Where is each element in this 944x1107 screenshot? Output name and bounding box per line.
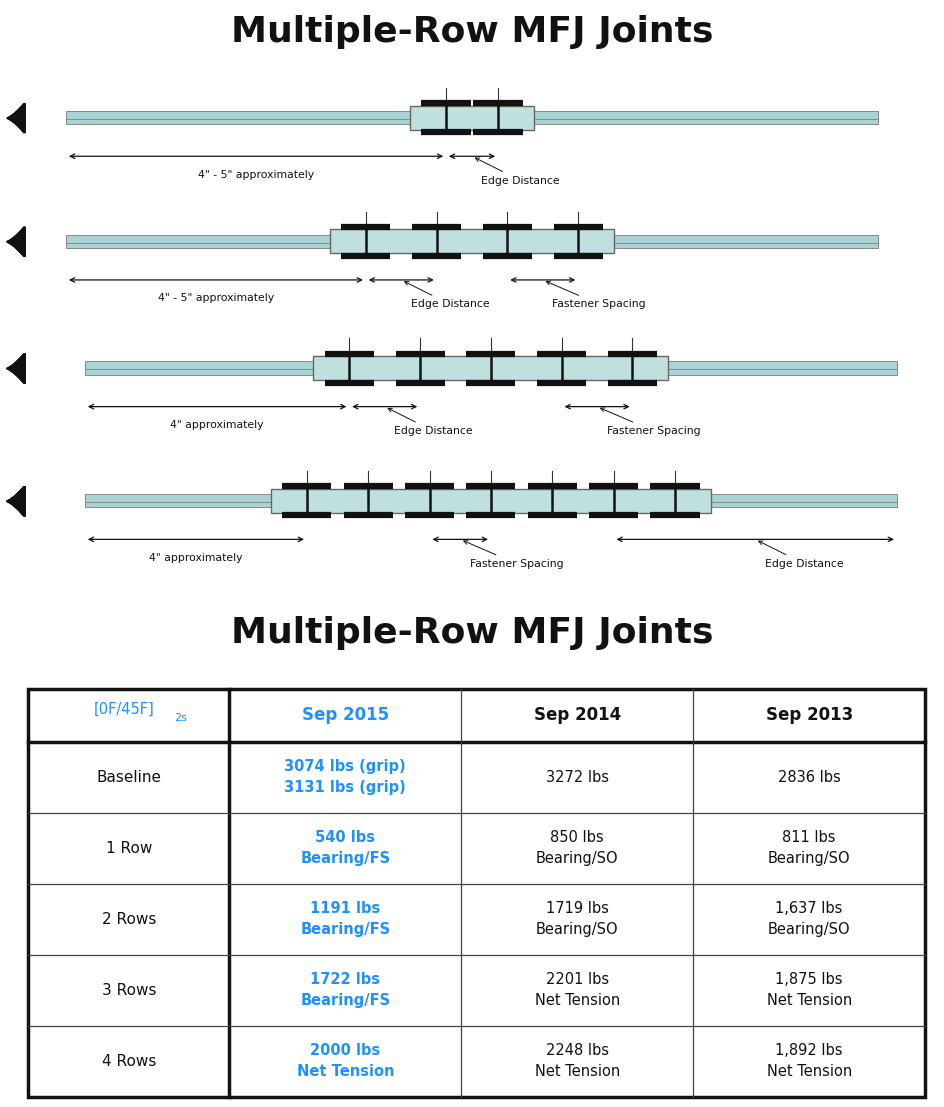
- Text: Sep 2015: Sep 2015: [302, 706, 389, 724]
- Bar: [66, 240, 878, 248]
- Text: 2248 lbs
Net Tension: 2248 lbs Net Tension: [534, 1044, 620, 1079]
- Text: Edge Distance: Edge Distance: [476, 158, 560, 186]
- Bar: [85, 494, 897, 501]
- Bar: [85, 499, 897, 507]
- Text: [0F/45F]: [0F/45F]: [93, 702, 155, 716]
- Text: 2 Rows: 2 Rows: [102, 912, 156, 927]
- Bar: [271, 488, 711, 513]
- Text: 1722 lbs
Bearing/FS: 1722 lbs Bearing/FS: [300, 972, 391, 1008]
- Text: Edge Distance: Edge Distance: [405, 281, 489, 309]
- Text: Multiple-Row MFJ Joints: Multiple-Row MFJ Joints: [230, 615, 714, 650]
- Text: 3 Rows: 3 Rows: [102, 983, 156, 997]
- Text: 1 Row: 1 Row: [106, 840, 152, 856]
- Bar: [28, 689, 925, 1097]
- Bar: [85, 361, 897, 370]
- Text: Sep 2014: Sep 2014: [533, 706, 621, 724]
- Text: Multiple-Row MFJ Joints: Multiple-Row MFJ Joints: [230, 15, 714, 49]
- Text: Edge Distance: Edge Distance: [388, 408, 473, 436]
- Text: Baseline: Baseline: [96, 769, 161, 785]
- Bar: [66, 235, 878, 242]
- Text: 4" approximately: 4" approximately: [170, 420, 264, 430]
- Text: 811 lbs
Bearing/SO: 811 lbs Bearing/SO: [767, 830, 851, 867]
- Bar: [410, 105, 534, 130]
- Text: 1191 lbs
Bearing/FS: 1191 lbs Bearing/FS: [300, 901, 391, 938]
- Text: 1719 lbs
Bearing/SO: 1719 lbs Bearing/SO: [536, 901, 618, 938]
- Text: 1,875 lbs
Net Tension: 1,875 lbs Net Tension: [767, 972, 851, 1008]
- Text: 4 Rows: 4 Rows: [102, 1054, 156, 1069]
- Text: Fastener Spacing: Fastener Spacing: [547, 281, 646, 309]
- Text: 4" approximately: 4" approximately: [149, 552, 243, 562]
- Text: 2836 lbs: 2836 lbs: [778, 769, 840, 785]
- Text: 850 lbs
Bearing/SO: 850 lbs Bearing/SO: [536, 830, 618, 867]
- Bar: [66, 116, 878, 124]
- Text: Fastener Spacing: Fastener Spacing: [464, 540, 564, 569]
- Text: 2201 lbs
Net Tension: 2201 lbs Net Tension: [534, 972, 620, 1008]
- Bar: [66, 111, 878, 118]
- Text: 1,892 lbs
Net Tension: 1,892 lbs Net Tension: [767, 1044, 851, 1079]
- Text: 4" - 5" approximately: 4" - 5" approximately: [198, 169, 314, 179]
- Text: 2s: 2s: [175, 713, 187, 723]
- Text: 1,637 lbs
Bearing/SO: 1,637 lbs Bearing/SO: [767, 901, 851, 938]
- Text: 2000 lbs
Net Tension: 2000 lbs Net Tension: [296, 1044, 394, 1079]
- Text: Sep 2013: Sep 2013: [766, 706, 852, 724]
- Text: 540 lbs
Bearing/FS: 540 lbs Bearing/FS: [300, 830, 391, 867]
- Text: Fastener Spacing: Fastener Spacing: [600, 407, 700, 436]
- Bar: [330, 229, 615, 254]
- Bar: [85, 366, 897, 374]
- Text: 3272 lbs: 3272 lbs: [546, 769, 609, 785]
- Text: 4" - 5" approximately: 4" - 5" approximately: [158, 293, 274, 303]
- Bar: [313, 355, 668, 380]
- Text: 3074 lbs (grip)
3131 lbs (grip): 3074 lbs (grip) 3131 lbs (grip): [284, 759, 406, 795]
- Text: Edge Distance: Edge Distance: [759, 541, 843, 569]
